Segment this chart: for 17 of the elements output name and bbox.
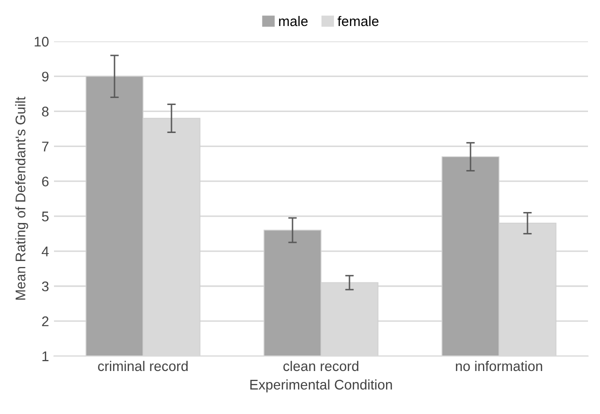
x-tick-label: no information (456, 360, 542, 372)
y-tick-label: 3 (42, 281, 49, 292)
y-tick-label: 9 (42, 72, 48, 82)
y-tick-label: 5 (42, 212, 49, 222)
y-tick-label: 4 (42, 246, 49, 256)
y-tick-label: 8 (42, 106, 49, 116)
x-axis-title: Experimental Condition (250, 379, 392, 392)
y-tick-label: 7 (42, 142, 48, 152)
legend-label: female (338, 16, 378, 26)
y-tick-label: 10 (34, 36, 49, 47)
y-axis-title: Mean Rating of Defendant's Guilt (15, 96, 28, 300)
x-tick-label: clean record (283, 360, 358, 372)
y-tick-label: 2 (42, 316, 48, 326)
x-tick-label: criminal record (98, 360, 188, 372)
y-tick-label: 6 (42, 176, 49, 186)
y-tick-label: 1 (42, 352, 48, 362)
legend-label: male (279, 16, 308, 26)
